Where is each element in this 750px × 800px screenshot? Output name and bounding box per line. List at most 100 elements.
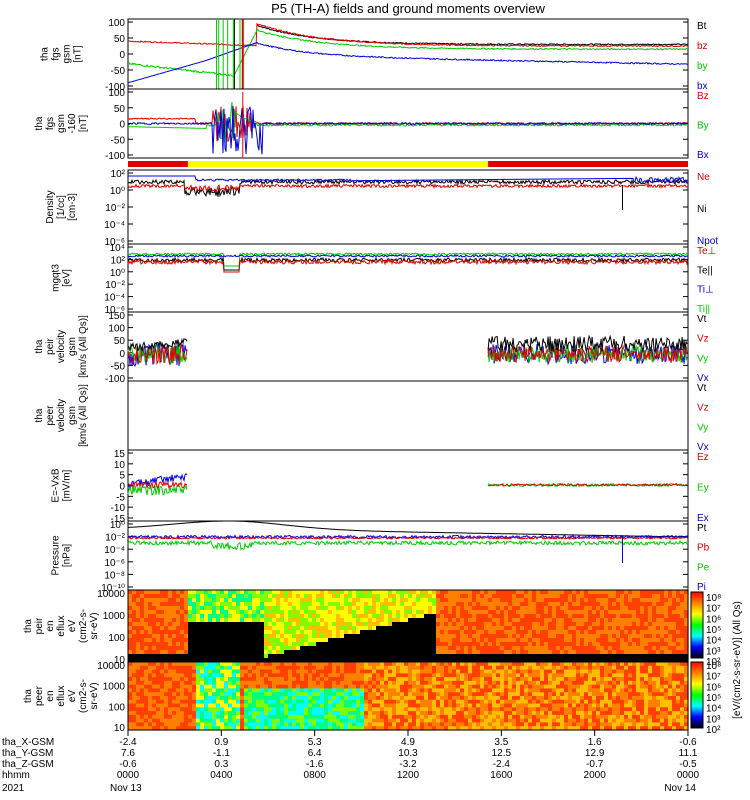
series-Ez	[487, 483, 688, 487]
y-axis-label-line: eV	[67, 620, 78, 633]
x-tick-label: 12.5	[492, 748, 512, 759]
y-tick-label: 10⁻²	[105, 203, 125, 214]
y-tick-label: -50	[111, 135, 126, 146]
y-axis-label-line: Density	[45, 190, 56, 223]
y-tick-label: 100	[108, 18, 125, 29]
x-tick-label: -0.6	[679, 737, 697, 748]
legend-bx: bx	[697, 81, 708, 92]
colorbar-tick: 10³	[706, 646, 721, 657]
y-axis-label-line: tha	[40, 47, 51, 61]
y-tick-label: 5	[119, 471, 125, 482]
series-Vt	[487, 334, 688, 353]
x-row-label: tha_Y-GSM	[2, 748, 53, 759]
series-Npot	[128, 175, 689, 184]
y-tick-label: 10⁻⁴	[104, 545, 125, 556]
y-tick-label: 10⁻⁴	[104, 220, 125, 231]
x-tick-label: 11.1	[679, 748, 698, 759]
y-tick-label: -100	[105, 374, 125, 385]
legend-By: By	[697, 121, 709, 132]
panel-6: tha peer velocity gsm [km/s (All Qs)] Vt Vz Vy V…	[34, 380, 709, 453]
y-axis-label-line: sr-eV)	[89, 612, 100, 639]
legend-Npot: Npot	[697, 236, 718, 247]
legend-Pe: Pe	[697, 562, 710, 573]
legend-Ez: Ez	[697, 452, 709, 463]
x-tick-label: -0.6	[119, 759, 137, 770]
series-By	[128, 102, 689, 144]
colorbar-label-group: [eV/(cm2-s-sr-eV)] (All Qs)	[732, 601, 743, 719]
legend-Vy: Vy	[697, 422, 708, 433]
x-tick-label: 3.5	[494, 737, 508, 748]
panel-3: 10² 10⁰ 10⁻² 10⁻⁴ 10⁻⁶ Density [1/cc] [cm-3] Ne N…	[45, 169, 718, 248]
series-Pb	[127, 535, 689, 540]
y-tick-label: -50	[111, 361, 126, 372]
panel-9: 10000 1000 100 10 tha peir en eflux eV (cm2-s-sr-…	[23, 589, 689, 666]
x-tick-label: 4.9	[401, 737, 415, 748]
colorbar-tick: 10⁵	[706, 625, 721, 636]
colorbar-label: [eV/(cm2-s-sr-eV)] (All Qs)	[732, 601, 743, 719]
y-axis-label-line: gsm	[62, 45, 73, 64]
legend-Ne: Ne	[697, 172, 710, 183]
y-tick-label: 10⁰	[110, 186, 125, 197]
colorbar: 10⁸10⁷10⁶10⁵10⁴10³10²10⁸10⁷10⁶10⁵10⁴10³1…	[690, 591, 743, 736]
x-tick-label: 0.9	[214, 737, 228, 748]
y-axis-label-line: eV	[67, 690, 78, 703]
colorbar-tick: 10⁴	[706, 704, 721, 715]
y-tick-label: 10⁻¹⁰	[101, 583, 125, 594]
y-tick-label: 10⁰	[110, 520, 125, 531]
legend-Ey: Ey	[697, 483, 709, 494]
y-tick-label: -5	[116, 492, 125, 503]
x-tick-label: -0.7	[586, 759, 604, 770]
y-axis-label-line: E=-VxB	[51, 468, 62, 503]
panel-frame	[127, 520, 689, 591]
legend-Vt: Vt	[697, 383, 707, 394]
y-axis-label-line: tha	[34, 408, 45, 422]
colorbar-tick: 10⁸	[706, 593, 721, 604]
y-tick-label: -50	[111, 66, 126, 77]
series-Vz	[127, 343, 188, 366]
x-tick-label: Nov 13	[110, 783, 142, 794]
y-tick-label: 100	[108, 324, 125, 335]
y-axis-label-line: [1/cc]	[56, 195, 67, 219]
y-axis-label-line: eflux	[56, 685, 67, 706]
x-tick-label: Nov 14	[664, 783, 696, 794]
y-tick-label: 100	[108, 88, 125, 99]
legend-Te⊥: Te⊥	[697, 246, 716, 257]
x-tick-label: 2000	[584, 770, 607, 781]
y-axis-label-line: eflux	[56, 615, 67, 636]
y-tick-label: 0	[119, 349, 125, 360]
y-tick-label: 0	[119, 120, 125, 131]
series-Pe	[127, 539, 689, 551]
y-axis-label-line: fgs	[51, 47, 62, 60]
y-axis-label-line: -160	[67, 113, 78, 133]
x-tick-label: 10.3	[398, 748, 418, 759]
y-axis-label-line: [nPa]	[62, 544, 73, 568]
region-red	[488, 161, 688, 167]
y-tick-label: 10²	[111, 169, 126, 180]
y-tick-label: 10⁻⁶	[104, 237, 125, 248]
y-tick-label: -100	[105, 82, 125, 93]
y-tick-label: 10⁻⁴	[104, 293, 125, 304]
y-axis-label-line: [mV/m]	[62, 469, 73, 501]
y-tick-label: -100	[105, 151, 125, 162]
x-tick-label: 5.3	[308, 737, 322, 748]
series-Pt	[128, 520, 688, 538]
colorbar-tick: 10³	[706, 714, 721, 725]
series-bz	[127, 22, 689, 48]
y-axis-label: mgqt3 [eV]	[51, 264, 73, 292]
y-tick-label: 10	[114, 655, 126, 666]
x-axis: tha_X-GSMtha_Y-GSMtha_Z-GSMhhmm2021-2.47…	[2, 730, 700, 794]
y-axis-label: tha fgs gsm [nT]	[40, 45, 84, 64]
x-row-label: hhmm	[2, 770, 30, 781]
y-axis-label-line: tha	[23, 619, 34, 633]
x-tick-label: -1.1	[213, 748, 231, 759]
colorbar-tick: 10⁶	[706, 614, 721, 625]
y-tick-label: 10	[114, 723, 126, 734]
colorbar-tick: 10⁶	[706, 682, 721, 693]
y-axis-label-line: gsm	[67, 337, 78, 356]
colorbar-tick: 10²	[706, 725, 721, 736]
y-axis-label-line: [nT]	[73, 45, 84, 62]
y-axis-label-line: (cm2-s-	[78, 609, 89, 643]
x-tick-label: -3.2	[399, 759, 417, 770]
panel-8: 10⁰ 10⁻²10⁻⁴ 10⁻⁶10⁻⁸ 10⁻¹⁰ Pressure [nPa] Pt P…	[51, 520, 710, 594]
